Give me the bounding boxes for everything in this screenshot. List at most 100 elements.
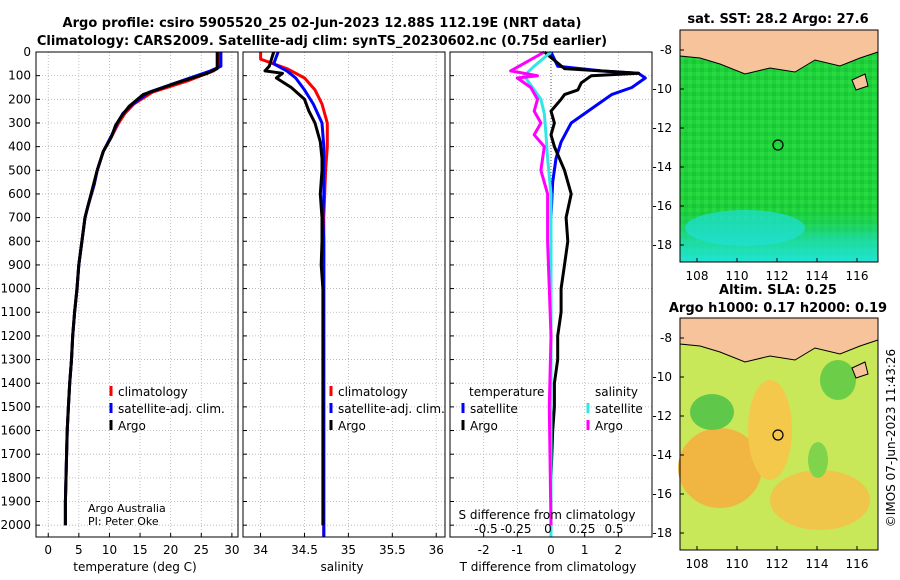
x-tick-label: -1 bbox=[511, 543, 523, 557]
map-y-label: -10 bbox=[652, 82, 672, 96]
sla-low-small bbox=[808, 442, 828, 478]
x-tick-label: 34 bbox=[253, 543, 268, 557]
s-difference-label: S difference from climatology bbox=[459, 508, 636, 522]
map-y-label: -8 bbox=[660, 43, 672, 57]
map-x-label: 110 bbox=[726, 269, 749, 283]
temperature-legend: climatology satellite-adj. clim. Argo bbox=[109, 385, 225, 433]
map-x-label: 108 bbox=[686, 269, 709, 283]
map-x-label: 116 bbox=[846, 557, 869, 571]
difference-xlabel: T difference from climatology bbox=[459, 560, 637, 574]
salinity-legend: climatology satellite-adj. clim. Argo bbox=[329, 385, 445, 433]
legend-label-t-argo: Argo bbox=[470, 419, 498, 433]
y-tick-label: 1600 bbox=[0, 424, 31, 438]
sla-map-ticks: -8 -10 -12 -14 -16 -18 108 110 112 114 116 bbox=[652, 331, 868, 571]
x-tick-label: 10 bbox=[102, 543, 117, 557]
y-tick-label: 900 bbox=[8, 258, 31, 272]
y-tick-label: 1100 bbox=[0, 305, 31, 319]
sla-low-east bbox=[820, 360, 856, 400]
sla-warm-ridge bbox=[748, 380, 792, 480]
credit-org: Argo Australia bbox=[88, 502, 166, 515]
s-tick-label: -0.25 bbox=[500, 522, 531, 536]
x-tick-label: 0 bbox=[44, 543, 52, 557]
y-tick-label: 1700 bbox=[0, 447, 31, 461]
argo-location-marker bbox=[772, 429, 784, 441]
sla-map bbox=[678, 317, 879, 551]
map-x-label: 112 bbox=[766, 269, 789, 283]
x-tick-label: 5 bbox=[75, 543, 83, 557]
y-tick-label: 800 bbox=[8, 234, 31, 248]
x-tick-label: 36 bbox=[429, 543, 444, 557]
y-tick-label: 1900 bbox=[0, 495, 31, 509]
y-tick-label: 2000 bbox=[0, 518, 31, 532]
x-tick-label: 35.5 bbox=[379, 543, 406, 557]
y-tick-label: 1000 bbox=[0, 282, 31, 296]
difference-legend: temperature satellite Argo salinity sate… bbox=[461, 385, 643, 433]
sst-map bbox=[679, 29, 879, 263]
argo-location-marker bbox=[772, 139, 784, 151]
legend-title-temperature: temperature bbox=[469, 385, 544, 399]
legend-label-s-satellite: satellite bbox=[595, 402, 643, 416]
sla-map-title: Altim. SLA: 0.25 bbox=[719, 283, 837, 298]
x-tick-label: 15 bbox=[132, 543, 147, 557]
header-line2: Climatology: CARS2009. Satellite-adj cli… bbox=[37, 34, 607, 49]
map-y-label: -18 bbox=[652, 526, 672, 540]
sst-map-ticks: -8 -10 -12 -14 -16 -18 108 110 112 114 116 bbox=[652, 43, 868, 283]
temperature-xlabel: temperature (deg C) bbox=[73, 560, 196, 574]
map-y-label: -18 bbox=[652, 238, 672, 252]
series-line-s-argo bbox=[509, 50, 553, 526]
map-y-label: -12 bbox=[652, 409, 672, 423]
sla-warm-south bbox=[770, 470, 870, 530]
s-tick-label: 0.5 bbox=[604, 522, 623, 536]
series-line-s-satellite bbox=[522, 50, 553, 537]
legend-label-climatology: climatology bbox=[338, 385, 408, 399]
legend-label-climatology: climatology bbox=[118, 385, 188, 399]
map-x-label: 114 bbox=[806, 269, 829, 283]
series-line-t-argo bbox=[543, 50, 640, 526]
y-tick-label: 200 bbox=[8, 92, 31, 106]
map-x-label: 110 bbox=[726, 557, 749, 571]
s-difference-ticks: -0.5 -0.25 0 0.25 0.5 bbox=[474, 522, 623, 536]
series-line-argo bbox=[63, 52, 219, 526]
imos-timestamp: ©IMOS 07-Jun-2023 11:43:26 bbox=[884, 349, 898, 527]
island-land bbox=[851, 361, 869, 379]
map-y-label: -16 bbox=[652, 487, 672, 501]
sla-map-subtitle: Argo h1000: 0.17 h2000: 0.19 bbox=[669, 301, 887, 316]
x-tick-label: 1 bbox=[581, 543, 589, 557]
y-tick-label: 300 bbox=[8, 116, 31, 130]
legend-label-t-satellite: satellite bbox=[470, 402, 518, 416]
s-tick-label: 0.25 bbox=[569, 522, 596, 536]
y-tick-label: 1400 bbox=[0, 376, 31, 390]
series-line-climatology bbox=[259, 52, 329, 537]
map-y-label: -12 bbox=[652, 121, 672, 135]
salinity-xlabel: salinity bbox=[320, 560, 363, 574]
x-tick-label: 2 bbox=[615, 543, 623, 557]
y-tick-label: 1200 bbox=[0, 329, 31, 343]
sst-cool-patch bbox=[685, 210, 805, 246]
map-x-label: 112 bbox=[766, 557, 789, 571]
plot-frame bbox=[35, 51, 239, 538]
legend-label-argo: Argo bbox=[338, 419, 366, 433]
legend-title-salinity: salinity bbox=[595, 385, 638, 399]
x-tick-label: 35 bbox=[341, 543, 356, 557]
y-tick-label: 1300 bbox=[0, 353, 31, 367]
sla-warm-patch bbox=[678, 428, 762, 508]
map-y-label: -14 bbox=[652, 448, 672, 462]
sst-map-frame bbox=[679, 29, 879, 263]
series-line-t-satellite bbox=[549, 51, 647, 537]
sst-map-title: sat. SST: 28.2 Argo: 27.6 bbox=[687, 12, 868, 27]
map-y-label: -16 bbox=[652, 199, 672, 213]
s-tick-label: 0 bbox=[544, 522, 552, 536]
y-tick-label: 600 bbox=[8, 187, 31, 201]
header-line1: Argo profile: csiro 5905520_25 02-Jun-20… bbox=[63, 16, 582, 31]
temperature-panel: 0 5 10 15 20 25 30 bbox=[35, 51, 240, 557]
x-tick-label: 30 bbox=[224, 543, 239, 557]
series-line-argo bbox=[263, 51, 325, 526]
y-tick-label: 100 bbox=[8, 69, 31, 83]
map-x-label: 108 bbox=[686, 557, 709, 571]
legend-label-argo: Argo bbox=[118, 419, 146, 433]
difference-panel: -2 -1 0 1 2 bbox=[449, 50, 653, 557]
x-tick-label: 34.5 bbox=[291, 543, 318, 557]
y-tick-label: 1500 bbox=[0, 400, 31, 414]
island-land bbox=[851, 73, 869, 91]
sla-map-frame bbox=[679, 317, 879, 551]
